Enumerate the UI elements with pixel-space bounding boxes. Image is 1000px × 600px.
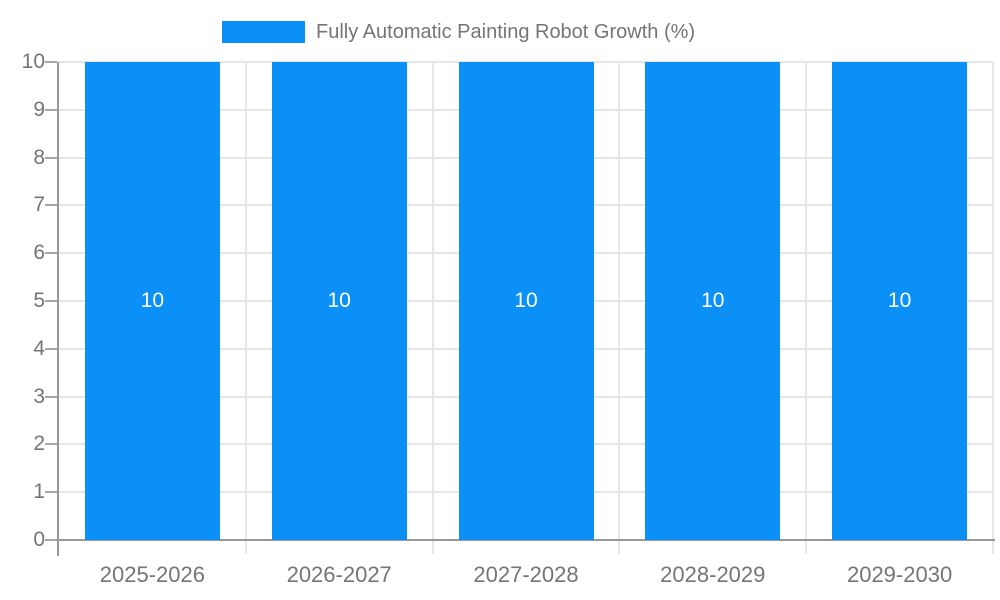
x-axis-label: 2027-2028: [473, 562, 579, 587]
bar-value-label: 10: [887, 289, 912, 312]
y-axis-tick: [45, 347, 57, 350]
y-axis-label: 10: [21, 50, 45, 73]
bar-value-label: 10: [327, 289, 351, 312]
y-axis-labels: 0 1 2 3 4 5 6 7 8 9 10: [0, 50, 45, 551]
category-boundary-line: [431, 62, 434, 554]
bar[interactable]: 10: [458, 62, 594, 540]
plot-area: 10 10 10 10 10: [45, 61, 995, 556]
y-axis-tick: [45, 300, 57, 302]
y-axis-tick: [45, 443, 57, 446]
category-boundary-line: [244, 62, 247, 554]
bar-value-label: 10: [701, 289, 725, 312]
x-axis-line: [57, 539, 995, 541]
bar[interactable]: 10: [645, 62, 781, 540]
bar-value-label: 10: [514, 289, 538, 312]
y-axis-tick: [45, 252, 57, 255]
x-axis-label: 2025-2026: [99, 562, 205, 587]
y-axis-label: 8: [33, 145, 45, 169]
x-axis-label: 2029-2030: [846, 562, 953, 587]
category-boundary-line: [992, 62, 994, 554]
legend-item[interactable]: Fully Automatic Painting Robot Growth (%…: [222, 21, 695, 43]
y-axis-tick: [45, 61, 57, 63]
y-axis-tick: [45, 395, 57, 398]
bar[interactable]: 10: [84, 62, 220, 540]
x-axis-labels: 2025-2026 2026-2027 2027-2028 2028-2029 2029…: [59, 558, 993, 592]
y-axis-label: 7: [33, 193, 45, 217]
y-axis-tick: [45, 108, 57, 111]
y-axis-label: 2: [33, 432, 45, 456]
y-axis-label: 0: [33, 528, 45, 551]
y-axis-label: 6: [33, 241, 45, 265]
y-axis-tick: [45, 156, 57, 159]
legend-swatch: [222, 21, 305, 43]
y-axis-label: 1: [33, 480, 45, 504]
y-axis-label: 4: [33, 336, 45, 360]
y-axis-tick: [45, 539, 57, 541]
category-boundary-line: [618, 62, 621, 554]
y-axis-tick: [45, 491, 57, 494]
y-axis-label: 3: [33, 384, 45, 408]
bar-value-label: 10: [140, 289, 165, 312]
legend-label: Fully Automatic Painting Robot Growth (%…: [316, 21, 696, 43]
y-axis-tick: [45, 204, 57, 207]
x-axis-label: 2026-2027: [286, 562, 392, 587]
y-axis-line: [57, 62, 59, 556]
bar[interactable]: 10: [832, 62, 968, 540]
x-axis-label: 2028-2029: [660, 562, 766, 587]
y-axis-label: 5: [33, 289, 45, 312]
category-boundary-line: [805, 62, 808, 554]
bar[interactable]: 10: [271, 62, 407, 540]
y-axis-label: 9: [33, 97, 45, 121]
